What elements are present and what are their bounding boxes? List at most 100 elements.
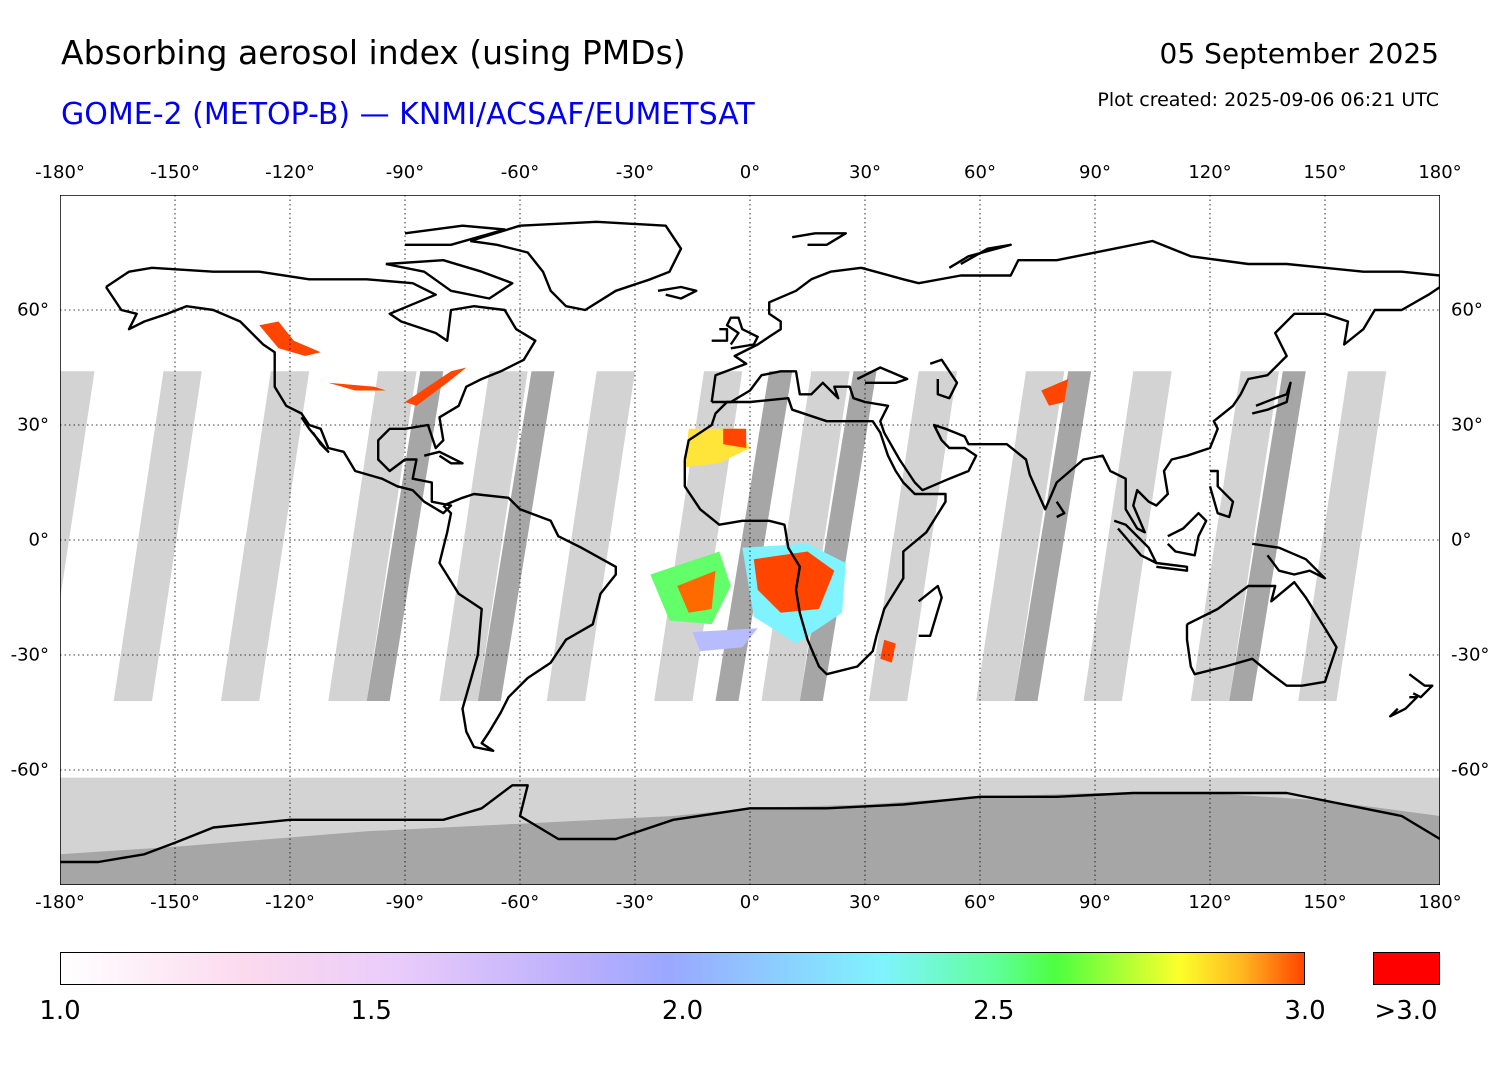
- coast-new-zealand-south: [1388, 696, 1419, 718]
- coast-north-america: [105, 266, 537, 515]
- lon-tick-top-1: -150°: [150, 162, 200, 183]
- coast-philippines: [1208, 469, 1235, 519]
- orbit-gap-8: [868, 371, 957, 701]
- orbit-gap-3: [328, 371, 417, 701]
- plume-southeast-africa: [880, 639, 896, 663]
- lon-tick-bottom-11: 150°: [1303, 892, 1347, 913]
- plume-central-asia: [1041, 379, 1069, 406]
- coast-borneo: [1166, 512, 1208, 557]
- lat-tick-right-0: 60°: [1451, 299, 1483, 321]
- lon-tick-top-0: -180°: [35, 162, 85, 183]
- world-map: [60, 195, 1440, 885]
- overlap-gap-2: [715, 371, 793, 701]
- lon-tick-bottom-6: 0°: [739, 892, 761, 913]
- overlap-gap-0: [366, 371, 444, 701]
- coast-greenland: [469, 220, 683, 312]
- coast-europe-asia: [710, 239, 1440, 534]
- plume-west-canada: [259, 321, 321, 356]
- lon-tick-top-5: -30°: [615, 162, 655, 183]
- lon-tick-top-10: 120°: [1188, 162, 1232, 183]
- coast-india-srilanka: [1055, 501, 1066, 519]
- orbit-gap-2: [221, 371, 310, 701]
- lon-tick-bottom-9: 90°: [1079, 892, 1111, 913]
- colorbar-tick-0: 1.0: [39, 996, 81, 1026]
- coast-new-zealand-north: [1408, 673, 1434, 699]
- lon-tick-bottom-5: -30°: [615, 892, 655, 913]
- lon-tick-top-3: -90°: [385, 162, 425, 183]
- lon-tick-top-9: 90°: [1079, 162, 1111, 183]
- lat-tick-left-3: -30°: [10, 644, 49, 666]
- lat-tick-left-0: 60°: [17, 299, 49, 321]
- coast-south-america: [438, 492, 617, 752]
- aerosol-plumes: [259, 321, 1069, 663]
- lat-tick-right-4: -60°: [1451, 759, 1490, 781]
- lat-tick-right-2: 0°: [1451, 529, 1472, 551]
- plume-central-africa-core: [753, 551, 835, 613]
- lat-tick-left-2: 0°: [28, 529, 49, 551]
- colorbar-gradient: [60, 952, 1305, 985]
- orbit-gap-10: [1083, 371, 1172, 701]
- coast-svalbard: [791, 232, 847, 246]
- plot-created-timestamp: Plot created: 2025-09-06 06:21 UTC: [1097, 89, 1439, 111]
- overlap-gap-4: [1014, 371, 1092, 701]
- colorbar-overflow-label: >3.0: [1374, 996, 1438, 1026]
- plume-south-atlantic-core: [677, 570, 716, 613]
- coast-canadian-arctic: [385, 258, 514, 300]
- lon-tick-bottom-7: 30°: [849, 892, 881, 913]
- lat-tick-right-3: -30°: [1451, 644, 1490, 666]
- orbit-gap-11: [1190, 371, 1279, 701]
- lon-tick-top-7: 30°: [849, 162, 881, 183]
- map-subtitle: GOME-2 (METOP-B) — KNMI/ACSAF/EUMETSAT: [61, 97, 755, 132]
- map-title: Absorbing aerosol index (using PMDs): [61, 33, 686, 72]
- plume-atlantic-light: [692, 628, 758, 652]
- plume-central-us: [328, 382, 386, 391]
- lon-tick-bottom-2: -120°: [265, 892, 315, 913]
- colorbar-tick-3: 2.5: [973, 996, 1015, 1026]
- coast-arabia-gulf: [932, 424, 943, 441]
- coast-black-sea: [856, 366, 909, 385]
- lon-tick-bottom-12: 180°: [1418, 892, 1462, 913]
- coast-australia: [1185, 581, 1338, 687]
- lon-tick-top-12: 180°: [1418, 162, 1462, 183]
- lon-tick-top-8: 60°: [964, 162, 996, 183]
- coast-japan: [1251, 381, 1292, 415]
- coast-cuba: [423, 450, 464, 465]
- coast-ellesmere: [404, 224, 506, 246]
- coast-ireland: [711, 327, 729, 342]
- coast-sumatra: [1113, 519, 1158, 565]
- orbit-gap-0: [60, 371, 95, 600]
- coast-madagascar: [917, 584, 943, 637]
- lon-tick-bottom-0: -180°: [35, 892, 85, 913]
- coast-novaya-zemlya: [948, 243, 1012, 269]
- overlap-gap-1: [477, 371, 555, 701]
- plume-west-africa-core: [723, 428, 747, 448]
- overlap-gap-5: [1229, 371, 1306, 701]
- coast-baja: [300, 416, 330, 453]
- colorbar-tick-2: 2.0: [661, 996, 704, 1026]
- lon-tick-top-6: 0°: [739, 162, 761, 183]
- coast-iceland: [657, 285, 698, 300]
- lon-tick-bottom-3: -90°: [385, 892, 425, 913]
- orbit-gap-4: [439, 371, 528, 701]
- lon-tick-bottom-1: -150°: [150, 892, 200, 913]
- colorbar-tick-1: 1.5: [350, 996, 392, 1026]
- coast-uk: [725, 316, 759, 350]
- lon-tick-top-4: -60°: [500, 162, 540, 183]
- lon-tick-bottom-10: 120°: [1188, 892, 1232, 913]
- coast-africa: [683, 396, 947, 676]
- lon-tick-top-2: -120°: [265, 162, 315, 183]
- lon-tick-bottom-8: 60°: [964, 892, 996, 913]
- lat-tick-right-1: 30°: [1451, 414, 1483, 436]
- colorbar-tick-4: 3.0: [1284, 996, 1326, 1026]
- coast-new-guinea: [1252, 542, 1327, 580]
- coast-caspian: [929, 358, 959, 400]
- lat-tick-left-1: 30°: [17, 414, 49, 436]
- lat-tick-left-4: -60°: [10, 759, 49, 781]
- coast-antarctica: [60, 784, 1440, 864]
- orbit-gap-1: [113, 371, 202, 701]
- graticule: [60, 195, 1440, 885]
- orbit-gap-9: [976, 371, 1065, 701]
- coastlines: [60, 220, 1440, 864]
- map-date: 05 September 2025: [1159, 37, 1439, 70]
- orbit-gap-5: [546, 371, 635, 701]
